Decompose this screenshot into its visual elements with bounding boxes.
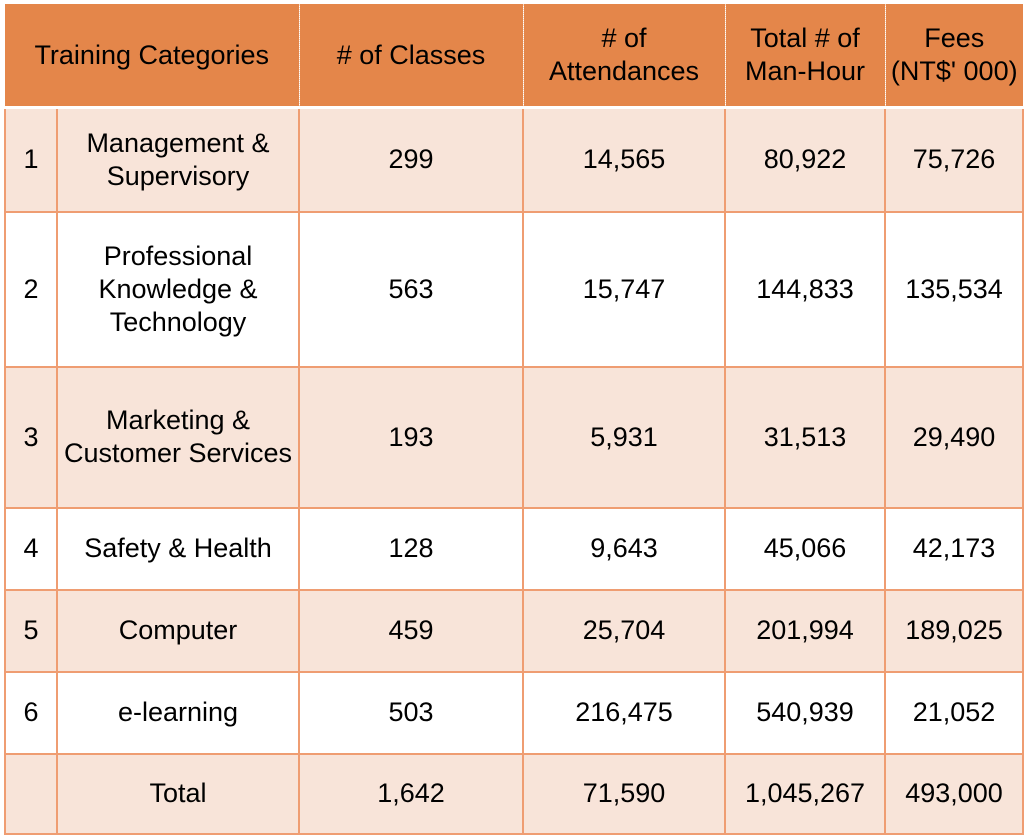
attendances-cell: 9,643 bbox=[522, 506, 726, 591]
attendances-cell: 15,747 bbox=[522, 210, 726, 368]
classes-cell: 299 bbox=[298, 106, 524, 213]
table-row: 1 Management & Supervisory 299 14,565 80… bbox=[4, 106, 1024, 213]
man-hours-cell: 80,922 bbox=[724, 106, 886, 213]
attendances-cell: 216,475 bbox=[522, 670, 726, 755]
row-number: 3 bbox=[4, 365, 58, 509]
row-number: 5 bbox=[4, 588, 58, 673]
classes-cell: 459 bbox=[298, 588, 524, 673]
header-training-categories: Training Categories bbox=[5, 4, 299, 109]
table-row: 6 e-learning 503 216,475 540,939 21,052 bbox=[4, 670, 1024, 755]
row-number bbox=[4, 752, 58, 835]
man-hours-cell: 144,833 bbox=[724, 210, 886, 368]
header-row: Training Categories # of Classes # of At… bbox=[5, 4, 1023, 109]
category-cell: Professional Knowledge & Technology bbox=[56, 210, 300, 368]
attendances-cell: 14,565 bbox=[522, 106, 726, 213]
row-number: 4 bbox=[4, 506, 58, 591]
fees-cell: 75,726 bbox=[884, 106, 1024, 213]
classes-cell: 128 bbox=[298, 506, 524, 591]
man-hours-cell: 201,994 bbox=[724, 588, 886, 673]
classes-cell: 193 bbox=[298, 365, 524, 509]
total-row: Total 1,642 71,590 1,045,267 493,000 bbox=[4, 752, 1024, 835]
header-attendances: # of Attendances bbox=[522, 4, 725, 109]
man-hours-cell: 45,066 bbox=[724, 506, 886, 591]
total-label: Total bbox=[56, 752, 300, 835]
header-man-hours: Total # of Man-Hour bbox=[724, 4, 885, 109]
fees-cell: 29,490 bbox=[884, 365, 1024, 509]
man-hours-cell: 31,513 bbox=[724, 365, 886, 509]
fees-cell: 42,173 bbox=[884, 506, 1024, 591]
category-cell: Safety & Health bbox=[56, 506, 300, 591]
row-number: 1 bbox=[4, 106, 58, 213]
classes-cell: 1,642 bbox=[298, 752, 524, 835]
header-classes: # of Classes bbox=[298, 4, 523, 109]
attendances-cell: 71,590 bbox=[522, 752, 726, 835]
classes-cell: 563 bbox=[298, 210, 524, 368]
category-cell: Marketing & Customer Services bbox=[56, 365, 300, 509]
man-hours-cell: 540,939 bbox=[724, 670, 886, 755]
row-number: 6 bbox=[4, 670, 58, 755]
attendances-cell: 5,931 bbox=[522, 365, 726, 509]
attendances-cell: 25,704 bbox=[522, 588, 726, 673]
fees-cell: 189,025 bbox=[884, 588, 1024, 673]
category-cell: e-learning bbox=[56, 670, 300, 755]
classes-cell: 503 bbox=[298, 670, 524, 755]
fees-cell: 135,534 bbox=[884, 210, 1024, 368]
row-number: 2 bbox=[4, 210, 58, 368]
header-fees: Fees (NT$' 000) bbox=[884, 4, 1023, 109]
fees-cell: 21,052 bbox=[884, 670, 1024, 755]
table-row: 4 Safety & Health 128 9,643 45,066 42,17… bbox=[4, 506, 1024, 591]
training-table: Training Categories # of Classes # of At… bbox=[4, 4, 1024, 835]
table-row: 3 Marketing & Customer Services 193 5,93… bbox=[4, 365, 1024, 509]
category-cell: Management & Supervisory bbox=[56, 106, 300, 213]
table-row: 5 Computer 459 25,704 201,994 189,025 bbox=[4, 588, 1024, 673]
man-hours-cell: 1,045,267 bbox=[724, 752, 886, 835]
table-row: 2 Professional Knowledge & Technology 56… bbox=[4, 210, 1024, 368]
fees-cell: 493,000 bbox=[884, 752, 1024, 835]
category-cell: Computer bbox=[56, 588, 300, 673]
